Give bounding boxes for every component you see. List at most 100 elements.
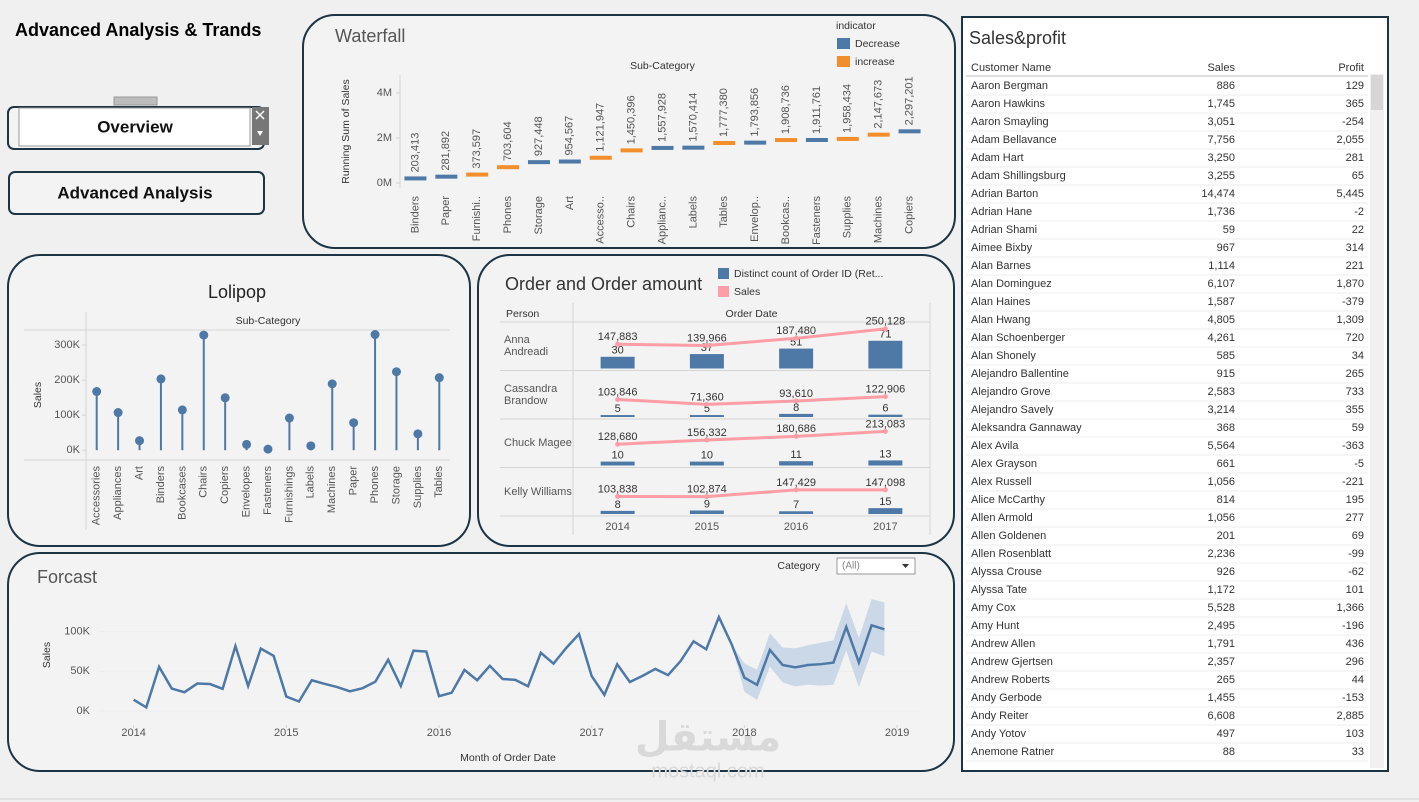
x-tick-label: Copiers (219, 466, 231, 504)
table-cell: 720 (1346, 332, 1364, 344)
table-cell: Aaron Smayling (971, 116, 1049, 128)
table-cell: -153 (1342, 692, 1364, 704)
table-cell: Adam Bellavance (971, 134, 1057, 146)
table-cell: 436 (1346, 638, 1364, 650)
sales-line (132, 613, 885, 710)
dot (327, 379, 337, 389)
table-cell: 886 (1217, 80, 1235, 92)
table-cell: Alan Schoenberger (971, 332, 1066, 344)
dot (156, 374, 166, 384)
sales-point (882, 487, 888, 493)
table-cell: 365 (1346, 98, 1364, 110)
table-cell: 69 (1352, 530, 1364, 542)
sales-point (882, 394, 888, 400)
table-cell: Andrew Gjertsen (971, 656, 1053, 668)
advanced-analysis-button[interactable] (8, 171, 265, 215)
sales-point (882, 326, 888, 332)
table-cell: 195 (1346, 494, 1364, 506)
bar (527, 160, 550, 165)
x-tick-label: Machines (326, 466, 338, 514)
scrollbar-thumb[interactable] (1371, 75, 1383, 110)
dot (306, 441, 316, 451)
sales-label: 128,680 (598, 431, 638, 443)
value-label: 1,570,414 (687, 93, 699, 142)
sales-label: 93,610 (779, 388, 813, 400)
bar (682, 145, 705, 150)
count-label: 8 (615, 499, 621, 511)
count-bar (600, 356, 635, 369)
x-tick-label: Art (564, 196, 576, 210)
x-tick-label: Art (133, 466, 145, 480)
table-cell: 6,107 (1207, 278, 1235, 290)
sales-point (615, 441, 621, 447)
bar (589, 155, 612, 160)
x-tick-label: Phones (502, 196, 514, 234)
value-label: 1,450,396 (626, 95, 638, 144)
sales-line (617, 327, 886, 347)
table-cell: 661 (1217, 458, 1235, 470)
count-label: 7 (793, 499, 799, 511)
sales-point (793, 398, 799, 404)
y-tick-label: 300K (54, 339, 80, 351)
table-cell: -363 (1342, 440, 1364, 452)
x-tick-label: Applianc.. (656, 196, 668, 244)
sales-label: 187,480 (776, 325, 816, 337)
table-cell: 497 (1217, 728, 1235, 740)
sales-label: 213,083 (865, 418, 905, 430)
count-label: 6 (882, 403, 888, 415)
chart-title: Order and Order amount (505, 274, 702, 294)
table-cell: 281 (1346, 152, 1364, 164)
overview-label: Overview (97, 117, 173, 136)
x-tick-label: 2019 (885, 727, 909, 739)
table-cell: -2 (1354, 206, 1364, 218)
count-bar (868, 508, 903, 514)
count-label: 13 (879, 448, 891, 460)
table-cell: -5 (1354, 458, 1364, 470)
legend-title: indicator (836, 20, 876, 32)
sales-point (615, 493, 621, 499)
table-cell: 5,445 (1336, 188, 1364, 200)
dashboard-title: Advanced Analysis & Trands (15, 20, 261, 40)
value-label: 373,597 (471, 129, 483, 169)
table-cell: Alejandro Ballentine (971, 368, 1069, 380)
sales-point (793, 335, 799, 341)
x-tick-label: Supplies (842, 196, 854, 239)
sales-label: 103,846 (598, 386, 638, 398)
overview-button[interactable] (18, 107, 251, 147)
table-cell: Amy Hunt (971, 620, 1019, 632)
column-header: Customer Name (971, 62, 1051, 74)
value-label: 1,557,928 (656, 93, 668, 142)
y-axis-title: Sales (32, 382, 44, 408)
x-tick-label: Labels (305, 466, 317, 499)
table-cell: 44 (1352, 674, 1364, 686)
sales-label: 122,906 (865, 383, 905, 395)
sales-label: 156,332 (687, 427, 727, 439)
x-axis-title: Sub-Category (630, 60, 696, 72)
table-cell: 368 (1217, 422, 1235, 434)
bar (497, 165, 520, 170)
legend-swatch (837, 38, 850, 49)
table-cell: 1,366 (1336, 602, 1364, 614)
value-label: 1,958,434 (842, 84, 854, 133)
count-bar (689, 461, 724, 466)
table-cell: 265 (1346, 368, 1364, 380)
table-cell: 4,261 (1207, 332, 1235, 344)
dropdown-icon (902, 564, 909, 568)
sales-point (615, 396, 621, 402)
dot (220, 393, 230, 403)
bar (404, 176, 427, 181)
sales-label: 71,360 (690, 391, 724, 403)
table-cell: 1,791 (1207, 638, 1235, 650)
filter-dropdown[interactable] (836, 557, 916, 575)
scrollbar[interactable] (1370, 74, 1384, 768)
count-bar (600, 461, 635, 466)
button-controls[interactable] (252, 107, 269, 145)
sales-point (882, 428, 888, 434)
x-tick-label: Chairs (198, 466, 210, 498)
chart-title: Forcast (37, 567, 97, 587)
table-cell: Alex Russell (971, 476, 1032, 488)
legend-swatch (837, 56, 850, 67)
x-axis-title: Sub-Category (236, 315, 302, 327)
x-tick-label: Chairs (626, 196, 638, 228)
value-label: 281,892 (440, 131, 452, 171)
